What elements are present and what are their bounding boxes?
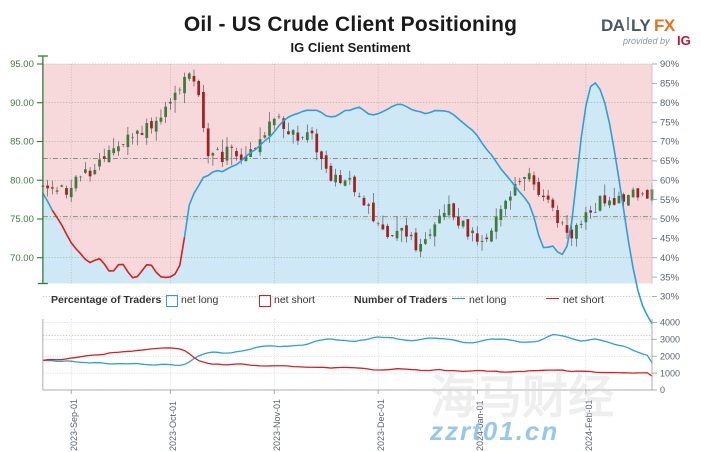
svg-text:zzrt01.cn: zzrt01.cn — [430, 416, 559, 446]
